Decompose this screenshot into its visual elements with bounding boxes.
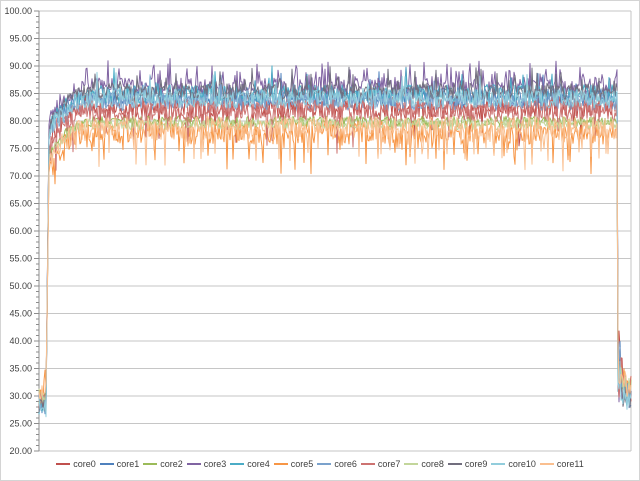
- legend-item-core9: core9: [447, 457, 488, 471]
- legend-label-core11: core11: [556, 459, 584, 469]
- legend-swatch-core11: [539, 463, 554, 465]
- legend-swatch-core8: [404, 463, 419, 465]
- y-tick-label: 80.00: [9, 116, 32, 126]
- series-lines: [38, 58, 632, 418]
- y-tick-label: 70.00: [9, 171, 32, 181]
- legend-item-core3: core3: [186, 457, 227, 471]
- legend-item-core0: core0: [56, 457, 96, 471]
- series-core9-line: [38, 66, 632, 413]
- y-tick-label: 50.00: [9, 281, 32, 291]
- series-core8-line: [38, 118, 632, 405]
- y-axis: [34, 10, 40, 452]
- legend-label-core9: core9: [464, 459, 488, 469]
- y-axis-labels: 100.00 95.00 90.00 85.00 80.00 75.00 70.00 65.0…: [4, 6, 32, 456]
- legend-swatch-core4: [230, 463, 245, 465]
- series-core0-line: [38, 96, 632, 412]
- series-core5-line: [38, 120, 632, 405]
- legend-item-core6: core6: [317, 457, 357, 471]
- legend-label-core5: core5: [290, 459, 314, 469]
- y-tick-label: 75.00: [9, 144, 32, 154]
- legend-swatch-core2: [143, 463, 158, 465]
- y-tick-label: 45.00: [9, 309, 32, 319]
- series-core7-line: [38, 99, 632, 406]
- series-core2-line: [38, 115, 632, 408]
- legend-item-core10: core10: [491, 457, 536, 471]
- y-tick-label: 25.00: [9, 419, 32, 429]
- legend-swatch-core5: [273, 463, 288, 465]
- legend-swatch-core3: [186, 463, 201, 465]
- series-core10-line: [38, 71, 632, 418]
- y-tick-label: 65.00: [9, 199, 32, 209]
- legend-swatch-core9: [447, 463, 462, 465]
- y-tick-label: 85.00: [9, 89, 32, 99]
- legend-label-core0: core0: [73, 459, 96, 469]
- legend-label-core7: core7: [377, 459, 401, 469]
- legend-swatch-core6: [317, 463, 332, 465]
- legend-label-core10: core10: [508, 459, 536, 469]
- y-tick-label: 40.00: [9, 336, 32, 346]
- y-tick-label: 100.00: [4, 6, 32, 16]
- legend-item-core2: core2: [143, 457, 183, 471]
- legend-label-core1: core1: [116, 459, 140, 469]
- y-tick-label: 60.00: [9, 226, 32, 236]
- series-core11-line: [38, 116, 632, 399]
- y-tick-label: 90.00: [9, 61, 32, 71]
- legend-item-core7: core7: [360, 457, 401, 471]
- y-tick-label: 20.00: [9, 446, 32, 456]
- legend-item-core4: core4: [230, 457, 270, 471]
- y-tick-label: 30.00: [9, 391, 32, 401]
- legend-swatch-core1: [99, 463, 114, 465]
- legend-label-core8: core8: [421, 459, 444, 469]
- y-tick-label: 95.00: [9, 34, 32, 44]
- chart-legend: core0 core1 core2 core3 core4 core5 core6 core7…: [1, 456, 639, 472]
- y-tick-label: 35.00: [9, 364, 32, 374]
- legend-label-core2: core2: [160, 459, 183, 469]
- y-tick-label: 55.00: [9, 254, 32, 264]
- legend-swatch-core10: [491, 463, 506, 465]
- legend-swatch-core0: [56, 463, 71, 465]
- legend-label-core3: core3: [203, 459, 227, 469]
- legend-item-core1: core1: [99, 457, 140, 471]
- legend-swatch-core7: [360, 463, 375, 465]
- legend-label-core4: core4: [247, 459, 270, 469]
- legend-label-core6: core6: [334, 459, 357, 469]
- legend-item-core5: core5: [273, 457, 314, 471]
- legend-item-core8: core8: [404, 457, 444, 471]
- legend-item-core11: core11: [539, 457, 584, 471]
